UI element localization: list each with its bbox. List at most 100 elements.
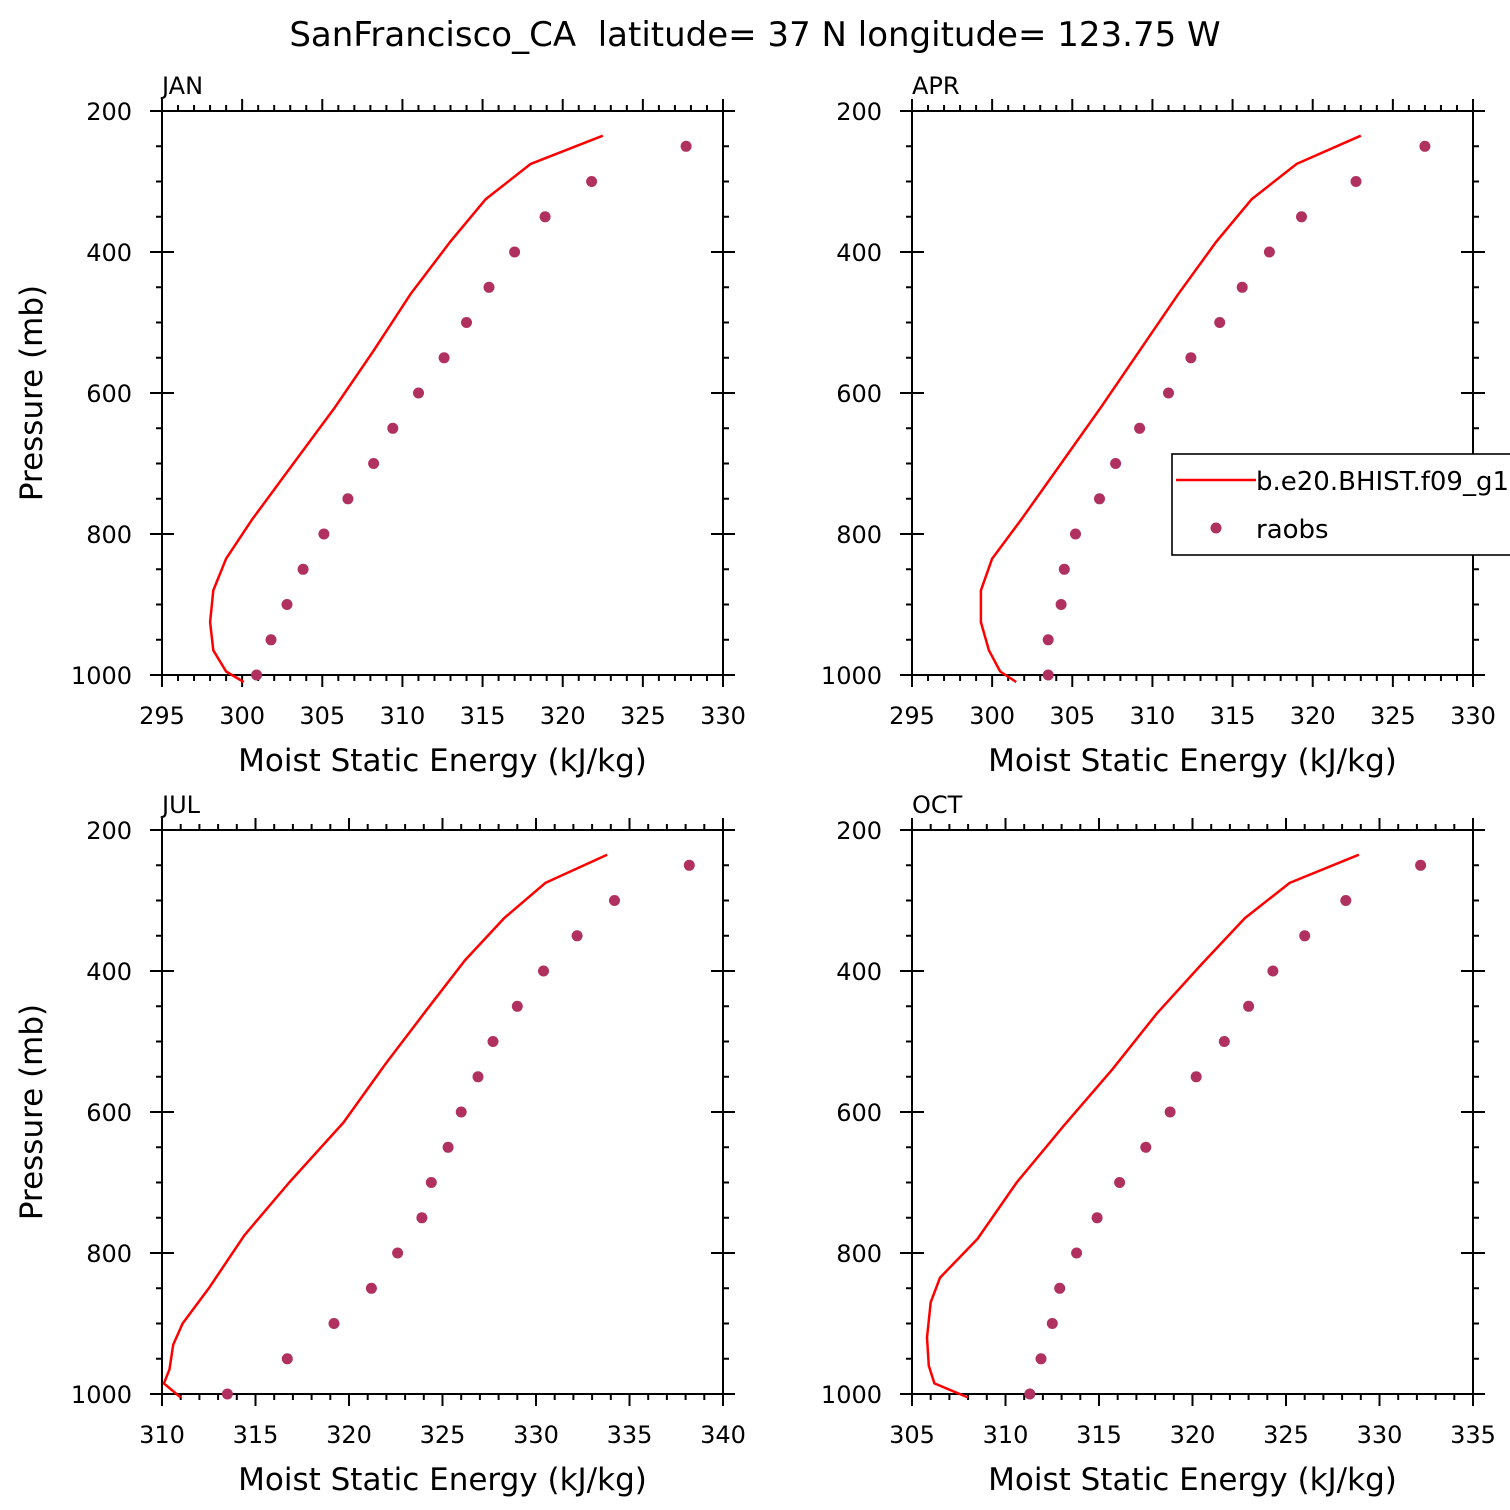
x-tick-label: 310: [380, 702, 426, 730]
x-tick-label: 300: [219, 702, 265, 730]
y-tick-label: 800: [836, 521, 882, 549]
x-tick-label: 315: [233, 1421, 279, 1449]
raobs-point: [387, 422, 399, 434]
raobs-point: [416, 1212, 428, 1224]
raobs-point: [539, 211, 551, 223]
y-tick-label: 400: [836, 958, 882, 986]
raobs-point: [1243, 1000, 1255, 1012]
x-tick-label: 335: [607, 1421, 653, 1449]
raobs-point: [297, 563, 309, 575]
y-tick-label: 200: [86, 98, 132, 126]
legend: b.e20.BHIST.f09_g17.20thC.297_05 raobs: [1171, 453, 1510, 556]
raobs-point: [1035, 1353, 1047, 1365]
raobs-point: [609, 895, 620, 906]
plot-frame: [161, 829, 724, 1395]
x-tick-label: 320: [1290, 702, 1336, 730]
y-tick-label: 800: [836, 1240, 882, 1268]
raobs-point: [1110, 458, 1122, 469]
raobs-point: [1094, 493, 1105, 505]
y-tick-label: 800: [86, 1240, 132, 1268]
raobs-point: [1091, 1212, 1103, 1224]
raobs-point: [438, 352, 450, 364]
model-line: [979, 134, 1362, 684]
y-tick-label: 1000: [71, 662, 132, 690]
raobs-point: [1340, 895, 1352, 906]
raobs-point: [1185, 352, 1197, 364]
y-tick-label: 1000: [71, 1381, 132, 1409]
y-tick-label: 400: [86, 958, 132, 986]
y-tick-label: 200: [836, 817, 882, 845]
model-line: [162, 853, 608, 1399]
x-tick-label: 315: [460, 702, 506, 730]
x-tick-label: 330: [700, 702, 746, 730]
x-axis-label: Moist Static Energy (kJ/kg): [238, 1462, 647, 1498]
raobs-point: [1042, 669, 1054, 681]
x-axis-label: Moist Static Energy (kJ/kg): [988, 1462, 1397, 1498]
raobs-point: [1415, 859, 1427, 871]
x-tick-label: 315: [1210, 702, 1256, 730]
raobs-point: [1419, 140, 1431, 152]
y-tick-label: 200: [836, 98, 882, 126]
raobs-point: [509, 246, 521, 258]
raobs-point: [221, 1388, 233, 1400]
raobs-point: [472, 1071, 484, 1083]
panel-title: JAN: [160, 72, 203, 100]
raobs-point: [1218, 1036, 1230, 1047]
raobs-point: [318, 528, 330, 540]
raobs-point: [538, 965, 549, 977]
y-tick-label: 400: [836, 239, 882, 267]
raobs-point: [1267, 965, 1279, 977]
raobs-point: [683, 859, 695, 871]
raobs-point: [1299, 930, 1311, 942]
raobs-point: [1114, 1177, 1126, 1188]
x-axis-label: Moist Static Energy (kJ/kg): [238, 743, 647, 779]
y-tick-label: 600: [836, 380, 882, 408]
raobs-point: [392, 1247, 404, 1259]
y-tick-label: 1000: [821, 662, 882, 690]
raobs-point: [1164, 1106, 1176, 1118]
raobs-point: [281, 1353, 293, 1365]
x-tick-label: 330: [1450, 702, 1496, 730]
raobs-point: [442, 1141, 454, 1153]
raobs-point: [1163, 387, 1174, 399]
raobs-point: [1024, 1388, 1036, 1400]
panel-title: OCT: [912, 791, 963, 819]
raobs-point: [1058, 563, 1070, 575]
x-tick-label: 310: [983, 1421, 1029, 1449]
x-axis-label: Moist Static Energy (kJ/kg): [988, 743, 1397, 779]
panel-title: APR: [912, 72, 960, 100]
raobs-point: [483, 281, 495, 293]
panel-title: JUL: [160, 791, 201, 819]
raobs-point: [1140, 1141, 1152, 1153]
y-tick-label: 200: [86, 817, 132, 845]
y-tick-label: 600: [836, 1099, 882, 1127]
raobs-point: [365, 1282, 377, 1294]
raobs-point: [342, 493, 354, 505]
x-tick-label: 320: [326, 1421, 372, 1449]
x-tick-label: 320: [540, 702, 586, 730]
x-tick-label: 340: [700, 1421, 746, 1449]
x-tick-label: 325: [1263, 1421, 1309, 1449]
y-tick-label: 600: [86, 380, 132, 408]
x-tick-label: 315: [1076, 1421, 1122, 1449]
x-tick-label: 295: [139, 702, 185, 730]
raobs-point: [1296, 211, 1307, 223]
x-tick-label: 325: [1370, 702, 1416, 730]
x-tick-label: 320: [1170, 1421, 1216, 1449]
panel-oct: 305 310 315 320 325 330 335 200 400 600 800 1000 OCT…: [821, 791, 1496, 1498]
y-tick-label: 600: [86, 1099, 132, 1127]
y-tick-label: 400: [86, 239, 132, 267]
raobs-point: [1042, 634, 1054, 646]
plot-frame: [911, 829, 1474, 1395]
model-line: [208, 134, 604, 684]
raobs-point: [511, 1000, 523, 1012]
x-tick-label: 335: [1450, 1421, 1496, 1449]
raobs-point: [586, 176, 598, 187]
y-tick-label: 1000: [821, 1381, 882, 1409]
x-tick-label: 300: [969, 702, 1015, 730]
x-tick-label: 330: [513, 1421, 559, 1449]
legend-box: [1171, 453, 1510, 556]
figure-title: SanFrancisco_CA latitude= 37 N longitude…: [289, 15, 1220, 55]
x-tick-label: 305: [1049, 702, 1095, 730]
